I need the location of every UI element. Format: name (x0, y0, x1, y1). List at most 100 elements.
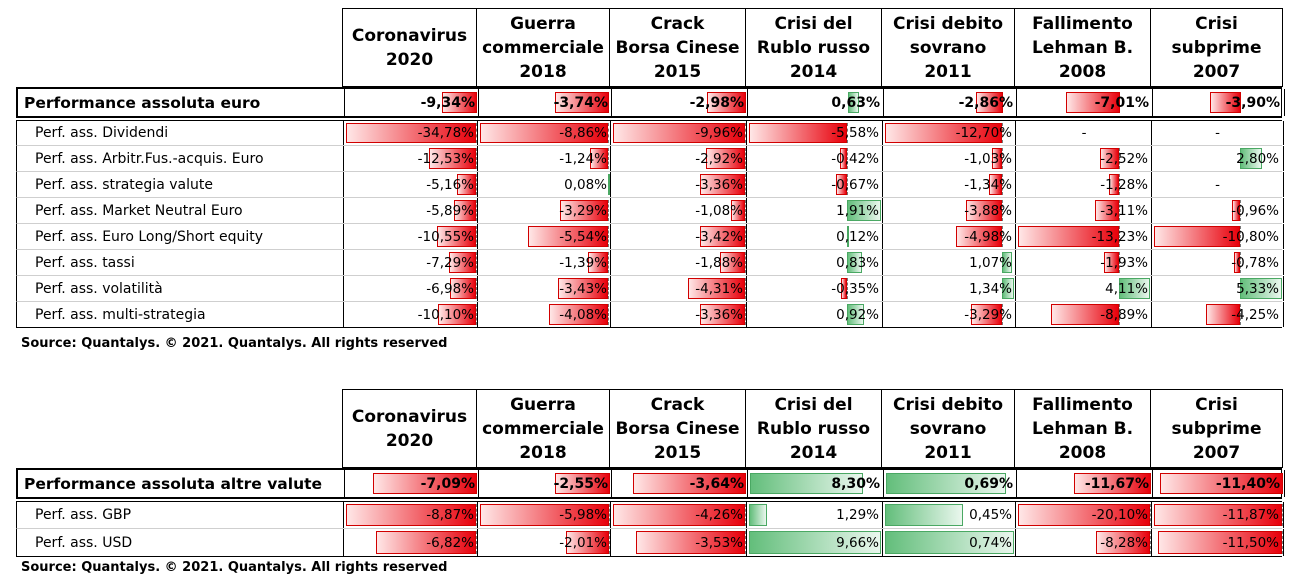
negative-bar (548, 304, 608, 325)
value-cell: 4,11% (1015, 276, 1152, 301)
value-cell: -12,70% (882, 121, 1016, 145)
value-text: -1,39% (559, 254, 607, 271)
value-text: -3,74% (553, 94, 608, 111)
value-cell: -5,89% (343, 198, 478, 223)
value-text: 5,33% (1236, 280, 1279, 297)
value-text: 1,07% (969, 254, 1012, 271)
value-cell: -1,24% (477, 146, 611, 171)
value-text: -5,16% (426, 176, 474, 193)
negative-bar (699, 226, 745, 247)
value-cell: -1,28% (1015, 172, 1152, 197)
zero-axis (476, 531, 477, 554)
value-text: -1,03% (964, 150, 1012, 167)
zero-axis (1001, 148, 1003, 169)
row-label: Perf. ass. Market Neutral Euro (35, 202, 243, 219)
value-text: 9,66% (836, 534, 879, 551)
negative-bar (373, 473, 477, 494)
value-text: - (1215, 125, 1220, 141)
zero-axis (847, 148, 849, 169)
zero-axis (745, 148, 746, 169)
positive-bar (749, 504, 767, 526)
value-text: -10,55% (417, 228, 474, 245)
value-text: -7,09% (420, 475, 475, 492)
value-cell: 1,07% (882, 250, 1016, 275)
value-text: -4,98% (964, 228, 1012, 245)
zero-axis (1118, 200, 1120, 221)
value-cell: 0,83% (746, 250, 883, 275)
row-label: Perf. ass. GBP (35, 507, 132, 523)
value-cell: -11,87% (1151, 502, 1284, 528)
value-text: -0,78% (1231, 254, 1279, 271)
value-text: -4,31% (695, 280, 743, 297)
value-cell: -1,93% (1015, 250, 1152, 275)
negative-bar (1232, 200, 1240, 221)
value-text: -9,34% (420, 94, 475, 111)
negative-bar (706, 92, 746, 113)
value-text: -1,28% (1100, 176, 1148, 193)
column-header: Fallimento Lehman B. 2008 (1014, 8, 1151, 87)
zero-axis (1150, 504, 1151, 526)
row-label: Perf. ass. multi-strategia (35, 306, 206, 323)
negative-bar (720, 252, 745, 273)
zero-axis (476, 123, 477, 143)
value-text: -3,36% (695, 306, 743, 323)
value-cell: -7,09% (344, 470, 479, 497)
negative-bar (835, 174, 848, 195)
value-cell: -4,98% (882, 224, 1016, 249)
value-text: -3,64% (689, 475, 744, 492)
value-text: -12,70% (955, 125, 1012, 141)
value-cell: -4,31% (610, 276, 747, 301)
positive-bar (848, 92, 860, 113)
value-cell: -5,16% (343, 172, 478, 197)
value-text: -0,96% (1231, 202, 1279, 219)
column-header: Crack Borsa Cinese 2015 (609, 8, 746, 87)
negative-bar (1018, 504, 1150, 526)
positive-bar (847, 200, 881, 221)
value-cell: -2,86% (883, 89, 1017, 116)
zero-axis (745, 226, 746, 247)
value-text: - (1215, 176, 1220, 193)
summary-row: Performance assoluta altre valute -7,09% -… (16, 468, 1285, 499)
negative-bar (456, 174, 476, 195)
row-label: Perf. ass. strategia valute (35, 176, 213, 193)
value-cell: -1,08% (610, 198, 747, 223)
value-cell: -0,35% (746, 276, 883, 301)
value-text: 8,30% (831, 475, 880, 492)
negative-bar (633, 473, 746, 494)
negative-bar (589, 148, 608, 169)
value-text: 0,92% (836, 306, 879, 323)
value-cell: 0,12% (746, 224, 883, 249)
value-text: -3,53% (695, 534, 743, 551)
negative-bar (635, 531, 745, 554)
value-cell: -10,10% (343, 302, 478, 327)
zero-axis (1118, 226, 1120, 247)
value-cell: - (1151, 121, 1284, 145)
positive-bar (885, 531, 1014, 554)
column-header: Crisi subprime 2007 (1150, 389, 1283, 468)
negative-bar (1074, 473, 1151, 494)
zero-axis (1001, 123, 1003, 143)
value-text: -11,40% (1215, 475, 1280, 492)
row-label: Perf. ass. USD (35, 534, 133, 551)
value-cell: -2,55% (478, 470, 612, 497)
value-cell: 8,30% (747, 470, 884, 497)
negative-bar (1154, 504, 1282, 526)
value-text: -2,55% (553, 475, 608, 492)
row-label: Perf. ass. Dividendi (35, 125, 169, 141)
zero-axis (476, 174, 477, 195)
value-text: -3,88% (964, 202, 1012, 219)
value-text: -6,82% (426, 534, 474, 551)
negative-bar (700, 304, 745, 325)
value-cell: 0,92% (746, 302, 883, 327)
column-header: Crisi debito sovrano 2011 (881, 8, 1015, 87)
negative-bar (989, 174, 1002, 195)
zero-axis (1118, 304, 1120, 325)
value-text: -1,24% (559, 150, 607, 167)
value-text: 1,34% (969, 280, 1012, 297)
value-text: -2,86% (958, 94, 1013, 111)
zero-axis (1118, 252, 1120, 273)
row-label: Perf. ass. Euro Long/Short equity (35, 228, 264, 245)
value-cell: 1,29% (746, 502, 883, 528)
positive-bar (886, 473, 1007, 494)
value-cell: - (1151, 172, 1284, 197)
